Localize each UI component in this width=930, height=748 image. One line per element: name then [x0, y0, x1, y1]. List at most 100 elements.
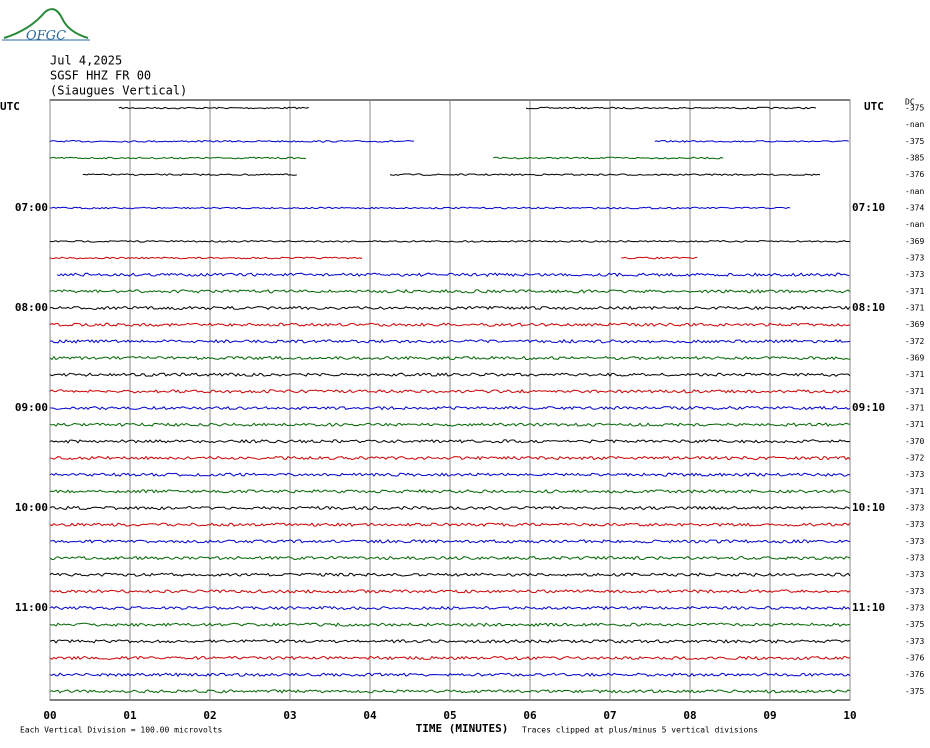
- dc-value: -375: [905, 104, 924, 113]
- trace-segment: [49, 256, 363, 260]
- trace-segment: [49, 655, 850, 661]
- dc-value: -371: [905, 404, 924, 413]
- right-label: 07:10: [852, 201, 885, 214]
- trace-segment: [49, 372, 851, 377]
- x-tick-label: 04: [363, 709, 377, 722]
- x-tick-label: 05: [443, 709, 456, 722]
- x-tick-label: 08: [683, 709, 696, 722]
- trace-segment: [49, 355, 851, 361]
- right-title: UTC: [864, 100, 884, 113]
- dc-value: -373: [905, 604, 924, 613]
- x-tick-label: 03: [283, 709, 296, 722]
- trace-segment: [49, 455, 851, 461]
- trace-segment: [49, 489, 851, 494]
- trace-segment: [49, 439, 851, 444]
- trace-segment: [49, 239, 851, 243]
- dc-value: -369: [905, 354, 924, 363]
- trace-segment: [49, 689, 851, 694]
- trace-segment: [49, 422, 851, 427]
- trace-segment: [49, 139, 414, 143]
- trace-segment: [49, 522, 851, 527]
- trace-segment: [49, 206, 791, 210]
- dc-value: -374: [905, 204, 924, 213]
- right-label: 09:10: [852, 401, 885, 414]
- trace-segment: [118, 106, 309, 110]
- dc-value: -370: [905, 437, 924, 446]
- trace-segment: [493, 156, 724, 160]
- trace-segment: [49, 672, 851, 677]
- left-title: UTC: [0, 100, 20, 113]
- dc-value: -371: [905, 420, 924, 429]
- dc-value: -385: [905, 154, 924, 163]
- footer-left: Each Vertical Division = 100.00 microvol…: [20, 726, 222, 735]
- x-tick-label: 07: [603, 709, 616, 722]
- trace-segment: [525, 106, 817, 110]
- left-label: 11:00: [15, 601, 48, 614]
- dc-value: -375: [905, 620, 924, 629]
- left-label: 10:00: [15, 501, 48, 514]
- dc-value: -373: [905, 504, 924, 513]
- left-label: 08:00: [15, 301, 48, 314]
- dc-value: -373: [905, 270, 924, 279]
- x-tick-label: 02: [203, 709, 216, 722]
- dc-value: -371: [905, 304, 924, 313]
- trace-segment: [49, 539, 851, 544]
- dc-title: DC: [905, 98, 915, 107]
- dc-value: -373: [905, 254, 924, 263]
- dc-value: -371: [905, 287, 924, 296]
- trace-segment: [49, 622, 850, 627]
- dc-value: -371: [905, 487, 924, 496]
- dc-value: -376: [905, 670, 924, 679]
- x-tick-label: 09: [763, 709, 776, 722]
- dc-value: -369: [905, 237, 924, 246]
- footer-right: Traces clipped at plus/minus 5 vertical …: [522, 726, 758, 735]
- x-tick-label: 10: [843, 709, 856, 722]
- dc-value: -373: [905, 470, 924, 479]
- x-tick-label: 00: [43, 709, 56, 722]
- trace-segment: [82, 173, 297, 177]
- logo-arc: [3, 8, 89, 39]
- right-label: 10:10: [852, 501, 885, 514]
- trace-segment: [49, 305, 851, 311]
- dc-value: -nan: [905, 220, 924, 229]
- x-tick-label: 06: [523, 709, 537, 722]
- dc-value: -369: [905, 320, 924, 329]
- dc-value: -373: [905, 637, 924, 646]
- trace-segment: [49, 289, 851, 294]
- dc-value: -373: [905, 537, 924, 546]
- x-tick-label: 01: [123, 709, 137, 722]
- x-axis-title: TIME (MINUTES): [416, 722, 509, 735]
- trace-segment: [49, 589, 851, 594]
- trace-segment: [49, 605, 851, 611]
- trace-segment: [49, 555, 851, 561]
- header-line: SGSF HHZ FR 00: [50, 69, 151, 83]
- trace-segment: [50, 405, 851, 411]
- dc-value: -373: [905, 570, 924, 579]
- dc-value: -375: [905, 137, 924, 146]
- dc-value: -373: [905, 587, 924, 596]
- trace-segment: [389, 173, 821, 176]
- dc-value: -371: [905, 370, 924, 379]
- right-label: 11:10: [852, 601, 885, 614]
- trace-segment: [49, 572, 851, 577]
- header-line: (Siaugues Vertical): [50, 84, 187, 98]
- dc-value: -376: [905, 654, 924, 663]
- trace-segment: [621, 256, 698, 260]
- dc-value: -372: [905, 454, 924, 463]
- right-label: 08:10: [852, 301, 885, 314]
- trace-segment: [49, 505, 851, 511]
- dc-value: -371: [905, 387, 924, 396]
- dc-value: -375: [905, 687, 924, 696]
- left-label: 07:00: [15, 201, 48, 214]
- trace-segment: [49, 472, 851, 477]
- trace-segment: [49, 322, 851, 327]
- trace-segment: [49, 338, 851, 344]
- trace-segment: [49, 156, 307, 160]
- trace-segment: [56, 272, 850, 277]
- dc-value: -372: [905, 337, 924, 346]
- dc-value: -nan: [905, 187, 924, 196]
- dc-value: -nan: [905, 120, 924, 129]
- dc-value: -373: [905, 520, 924, 529]
- left-label: 09:00: [15, 401, 48, 414]
